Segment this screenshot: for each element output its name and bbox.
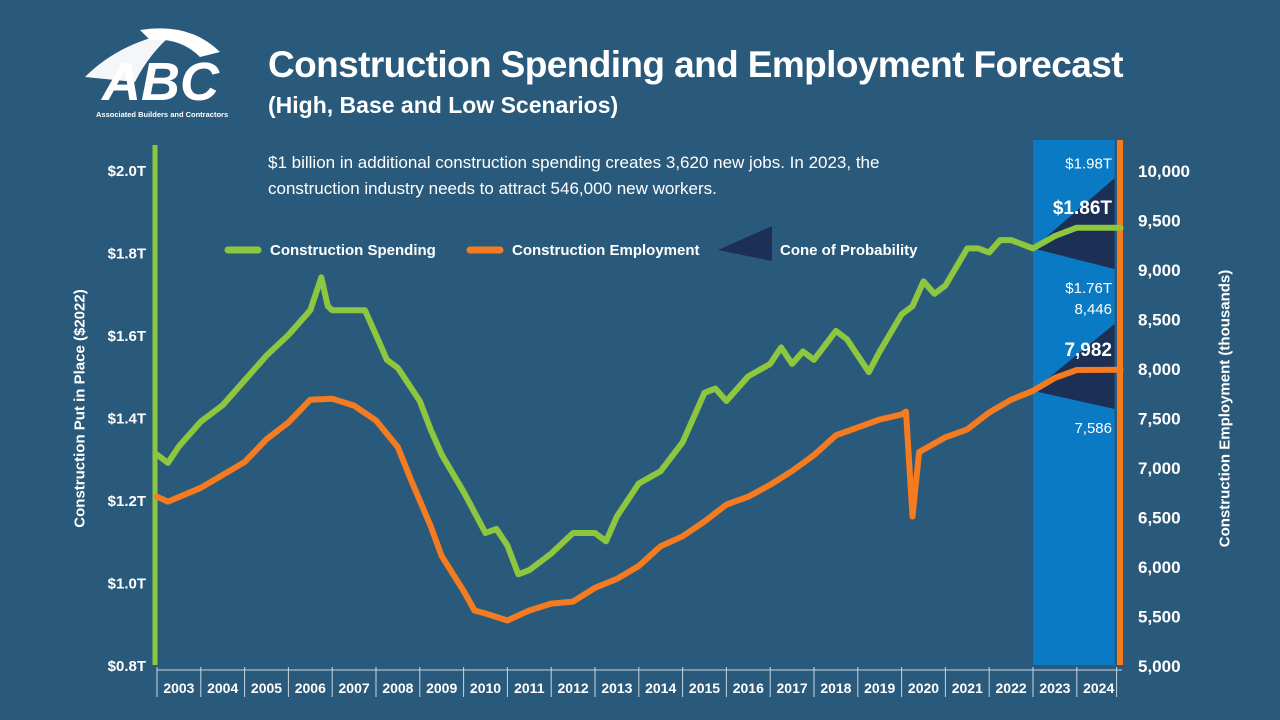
legend-spending-label: Construction Spending bbox=[270, 242, 436, 259]
x-tick-label: 2006 bbox=[295, 680, 326, 696]
right-tick-label: 5,000 bbox=[1138, 657, 1181, 676]
cone-of-probability bbox=[1033, 323, 1115, 409]
right-tick-label: 8,000 bbox=[1138, 360, 1181, 379]
left-tick-label: $1.8T bbox=[108, 246, 146, 263]
x-tick-label: 2007 bbox=[339, 680, 370, 696]
x-tick-label: 2011 bbox=[514, 680, 545, 696]
x-tick-label: 2012 bbox=[558, 680, 589, 696]
cone-base-label: 7,982 bbox=[1064, 340, 1112, 361]
left-tick-label: $0.8T bbox=[108, 658, 146, 675]
left-tick-label: $1.2T bbox=[108, 493, 146, 510]
x-tick-label: 2021 bbox=[952, 680, 983, 696]
x-tick-label: 2004 bbox=[207, 680, 238, 696]
cone-high-label: $1.98T bbox=[1065, 155, 1112, 172]
right-tick-label: 9,500 bbox=[1138, 212, 1181, 231]
x-tick-label: 2008 bbox=[382, 680, 413, 696]
right-axis-label: Construction Employment (thousands) bbox=[1216, 269, 1234, 548]
cone-base-label: $1.86T bbox=[1053, 198, 1113, 219]
x-tick-label: 2017 bbox=[777, 680, 808, 696]
spending-line bbox=[154, 224, 1124, 578]
cone-high-label: 8,446 bbox=[1074, 301, 1112, 318]
right-tick-label: 5,500 bbox=[1138, 608, 1181, 627]
x-tick-label: 2014 bbox=[645, 680, 676, 696]
left-axis-label: Construction Put in Place ($2022) bbox=[71, 289, 89, 528]
abc-logo: ABC Associated Builders and Contractors bbox=[85, 28, 228, 119]
x-tick-label: 2015 bbox=[689, 680, 720, 696]
chart-title: Construction Spending and Employment For… bbox=[268, 44, 1124, 85]
right-tick-label: 7,000 bbox=[1138, 459, 1181, 478]
logo-text: ABC bbox=[100, 52, 220, 112]
x-tick-label: 2010 bbox=[470, 680, 501, 696]
left-tick-label: $2.0T bbox=[108, 163, 146, 180]
x-tick-label: 2019 bbox=[864, 680, 895, 696]
x-tick-label: 2016 bbox=[733, 680, 764, 696]
x-tick-label: 2020 bbox=[908, 680, 939, 696]
x-tick-label: 2005 bbox=[251, 680, 282, 696]
right-tick-label: 10,000 bbox=[1138, 162, 1190, 181]
cone-low-label: $1.76T bbox=[1065, 280, 1112, 297]
right-tick-label: 8,500 bbox=[1138, 311, 1181, 330]
right-tick-label: 6,000 bbox=[1138, 558, 1181, 577]
x-tick-label: 2024 bbox=[1083, 680, 1114, 696]
x-tick-label: 2018 bbox=[820, 680, 851, 696]
right-tick-label: 6,500 bbox=[1138, 509, 1181, 528]
chart-note: $1 billion in additional construction sp… bbox=[268, 153, 880, 198]
legend-cone-swatch bbox=[718, 226, 772, 261]
legend-employment-label: Construction Employment bbox=[512, 242, 700, 259]
left-tick-label: $1.4T bbox=[108, 411, 146, 428]
cone-of-probability bbox=[1033, 178, 1115, 269]
employment-line bbox=[154, 366, 1124, 624]
cone-low-label: 7,586 bbox=[1074, 420, 1112, 437]
x-tick-label: 2023 bbox=[1039, 680, 1070, 696]
legend-cone-label: Cone of Probability bbox=[780, 242, 918, 259]
x-tick-label: 2003 bbox=[163, 680, 194, 696]
logo-tagline: Associated Builders and Contractors bbox=[96, 110, 228, 119]
x-tick-label: 2009 bbox=[426, 680, 457, 696]
chart-subtitle: (High, Base and Low Scenarios) bbox=[268, 92, 619, 118]
left-tick-label: $1.0T bbox=[108, 576, 146, 593]
right-tick-label: 9,000 bbox=[1138, 261, 1181, 280]
right-tick-label: 7,500 bbox=[1138, 410, 1181, 429]
x-tick-label: 2013 bbox=[601, 680, 632, 696]
x-tick-label: 2022 bbox=[996, 680, 1027, 696]
left-tick-label: $1.6T bbox=[108, 328, 146, 345]
